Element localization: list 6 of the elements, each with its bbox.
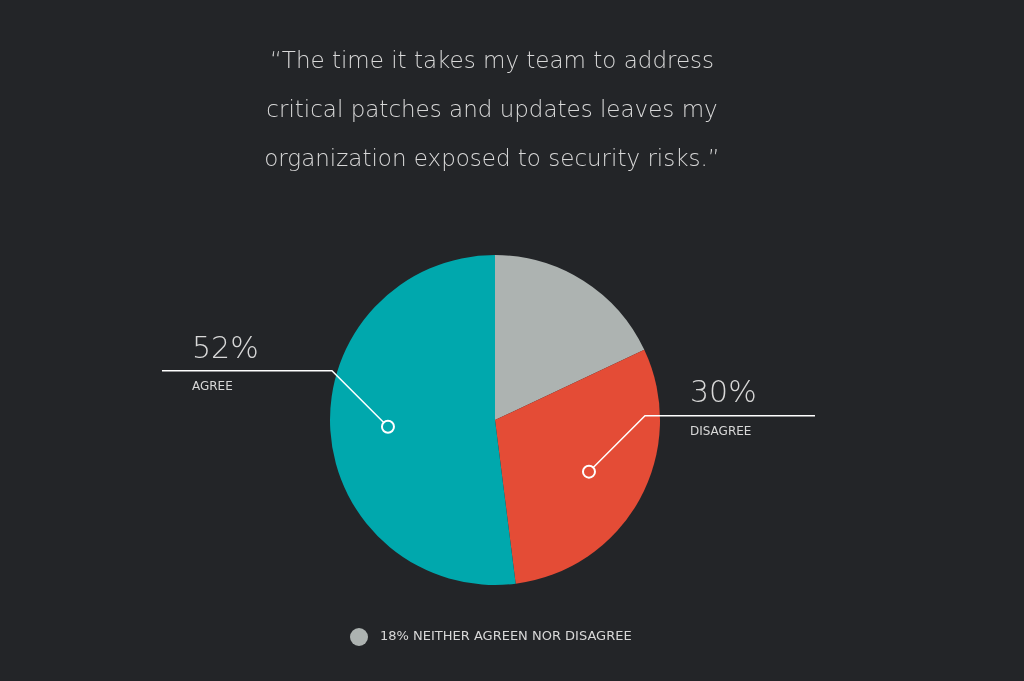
legend-label: 18% NEITHER AGREEN NOR DISAGREE: [380, 628, 632, 644]
data-label: 52%: [191, 329, 259, 365]
slice-label: AGREE: [191, 378, 233, 393]
chart-title: “The time it takes my team to address critical patches and updates leaves my organization exposed to security risks.”: [263, 46, 721, 173]
slice-label: DISAGREE: [689, 423, 752, 438]
data-label: 30%: [689, 374, 757, 410]
